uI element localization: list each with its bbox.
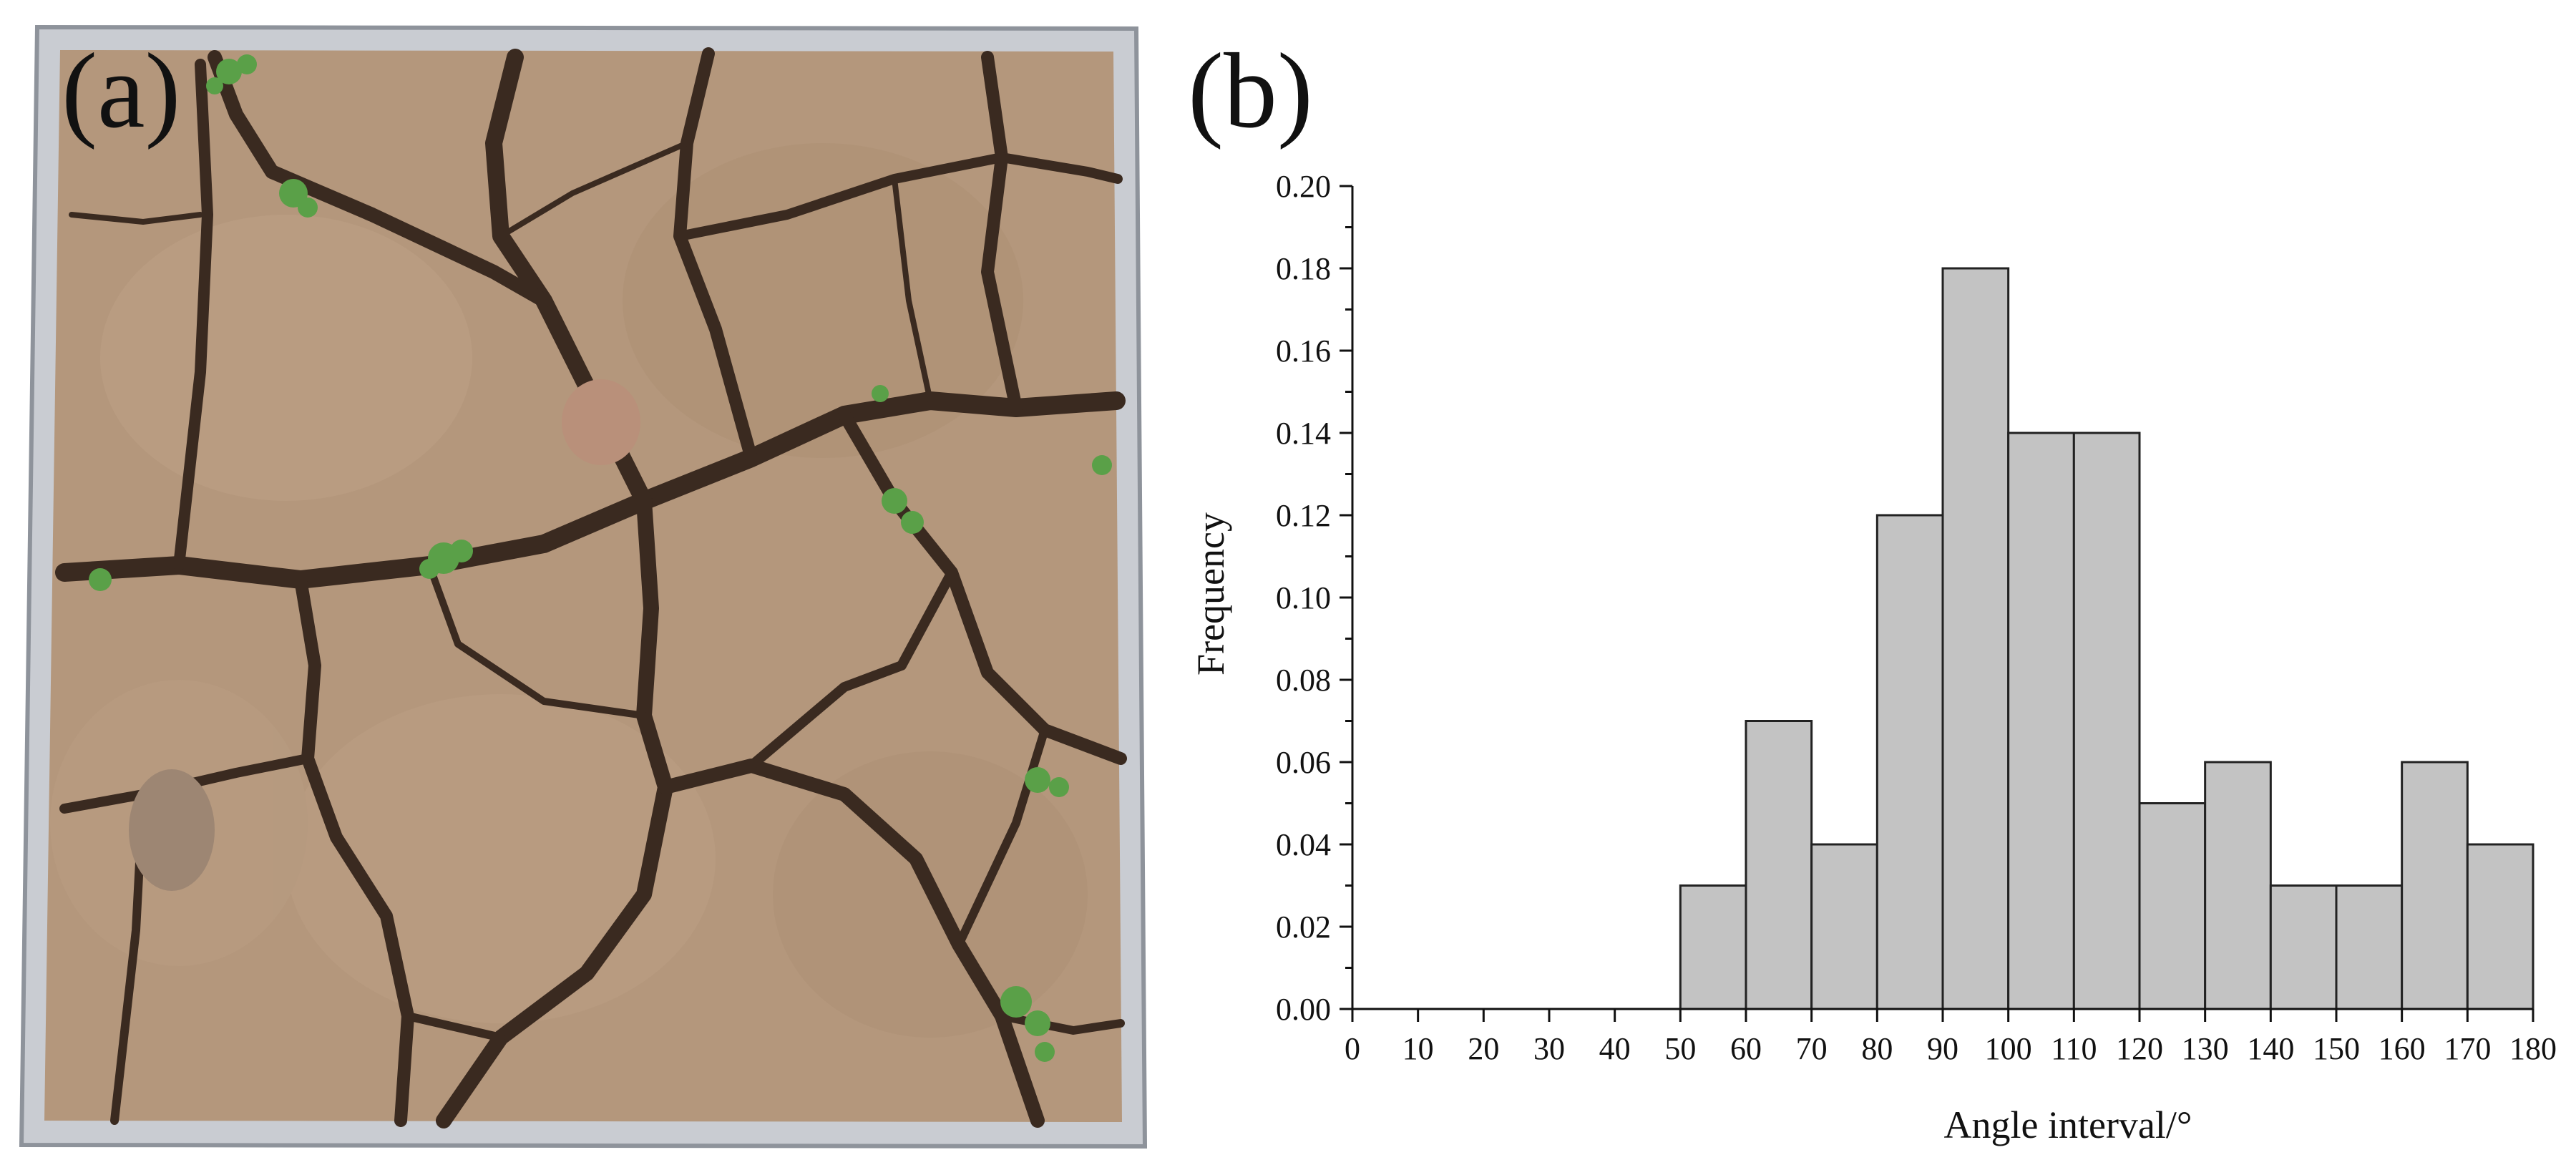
x-tick-label: 70 xyxy=(1796,1031,1828,1066)
histogram-bar-110 xyxy=(2072,432,2141,1010)
histogram-bar-150 xyxy=(2335,884,2404,1010)
histogram-bar-120 xyxy=(2138,802,2207,1010)
histogram-bar-160 xyxy=(2401,761,2469,1010)
crack-network xyxy=(55,47,1127,1128)
histogram-panel: (b) 0.00 0.02 0.04 0.06 0.08 0.10 0.12 0.14 0.16… xyxy=(1174,0,2576,1171)
panel-label-a: (a) xyxy=(62,31,181,150)
leaf-debris xyxy=(129,769,215,891)
y-tick-label: 0.06 xyxy=(1276,745,1331,780)
x-tick-label: 60 xyxy=(1730,1031,1762,1066)
x-tick-label: 80 xyxy=(1861,1031,1893,1066)
leaf-debris xyxy=(562,379,640,465)
histogram-bar-80 xyxy=(1875,514,1944,1010)
y-tick-label: 0.02 xyxy=(1276,910,1331,945)
angle-histogram: 0.00 0.02 0.04 0.06 0.08 0.10 0.12 0.14 0.16 0.18… xyxy=(1189,169,2557,1146)
x-tick-label: 110 xyxy=(2051,1031,2097,1066)
y-tick-label: 0.14 xyxy=(1276,416,1331,451)
histogram-bar-100 xyxy=(2007,432,2075,1010)
x-tick-label: 30 xyxy=(1533,1031,1565,1066)
histogram-bar-170 xyxy=(2466,843,2534,1010)
x-tick-label: 130 xyxy=(2182,1031,2229,1066)
x-tick-label: 20 xyxy=(1468,1031,1499,1066)
y-tick-label: 0.12 xyxy=(1276,498,1331,533)
histogram-bar-70 xyxy=(1810,843,1878,1010)
y-axis-title: Frequency xyxy=(1189,512,1232,676)
histogram-bar-60 xyxy=(1745,720,1813,1010)
x-tick-label: 140 xyxy=(2247,1031,2294,1066)
plant-sprouts xyxy=(89,54,1112,1062)
x-tick-label: 120 xyxy=(2116,1031,2163,1066)
x-tick-label: 170 xyxy=(2444,1031,2491,1066)
x-axis-title: Angle interval/° xyxy=(1944,1103,2192,1146)
panel-label-b: (b) xyxy=(1188,31,1313,150)
histogram-bar-90 xyxy=(1941,267,2010,1010)
x-tick-label: 0 xyxy=(1345,1031,1360,1066)
soil-crack-photo xyxy=(19,24,1148,1149)
x-tick-label: 40 xyxy=(1599,1031,1631,1066)
x-tick-label: 10 xyxy=(1402,1031,1434,1066)
y-tick-label: 0.20 xyxy=(1276,169,1331,204)
x-tick-label: 160 xyxy=(2379,1031,2426,1066)
y-tick-label: 0.16 xyxy=(1276,333,1331,369)
x-tick-label: 50 xyxy=(1664,1031,1696,1066)
x-axis-ticks: 0 10 20 30 40 50 60 70 80 90 100 110 120 130 140 150 160… xyxy=(1345,1009,2557,1066)
y-tick-label: 0.18 xyxy=(1276,251,1331,286)
soil-crack-photo-panel: (a) xyxy=(0,0,1174,1171)
histogram-bar-50 xyxy=(1679,884,1747,1010)
x-tick-label: 90 xyxy=(1927,1031,1958,1066)
y-tick-label: 0.08 xyxy=(1276,663,1331,698)
histogram-bar-130 xyxy=(2204,761,2272,1010)
x-tick-label: 150 xyxy=(2313,1031,2360,1066)
y-tick-label: 0.00 xyxy=(1276,992,1331,1027)
x-tick-label: 100 xyxy=(1985,1031,2032,1066)
y-axis-ticks: 0.00 0.02 0.04 0.06 0.08 0.10 0.12 0.14 0.16 0.18… xyxy=(1276,169,1352,1027)
x-tick-label: 180 xyxy=(2509,1031,2557,1066)
y-tick-label: 0.10 xyxy=(1276,580,1331,615)
histogram-bar-140 xyxy=(2269,884,2338,1010)
histogram-bars xyxy=(1679,267,2534,1010)
soil-surface xyxy=(44,50,1122,1122)
y-tick-label: 0.04 xyxy=(1276,827,1331,862)
